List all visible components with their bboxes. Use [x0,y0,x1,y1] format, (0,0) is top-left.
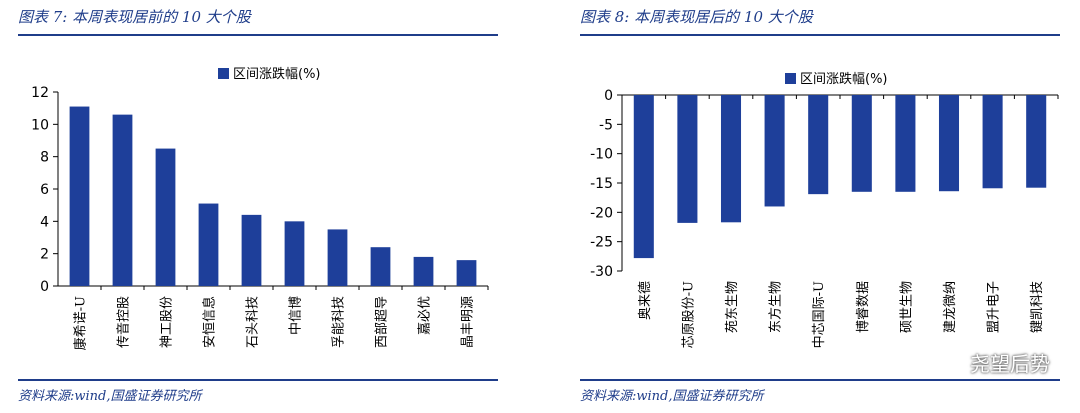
right-category-label: 键凯科技 [1030,281,1045,333]
right-y-tick-label: -25 [590,235,613,251]
right-category-label: 东方生物 [768,281,784,333]
left-bar [370,247,391,286]
left-source-rule [18,379,498,381]
left-category-label: 神工股份 [160,296,175,348]
right-category-label: 硕世生物 [899,281,914,333]
right-legend-label: 区间涨跌幅(%) [800,71,888,87]
right-category-label: 建龙微纳 [943,281,958,333]
right-bar [764,95,785,207]
right-bar [938,95,960,192]
right-y-tick-label: 0 [604,88,613,104]
left-category-label: 中信博 [289,296,304,335]
left-category-label: 石头科技 [246,296,261,348]
left-category-label: 康希诺-U [73,296,89,350]
left-bar [155,148,176,286]
left-bar [241,214,262,286]
right-source-note: 资料来源:wind,国盛证券研究所 [580,389,764,404]
right-legend: 区间涨跌幅(%) [785,71,888,87]
right-y-tick-label: -30 [590,264,613,280]
left-title-rule [18,34,498,36]
right-category-label: 盟升电子 [987,281,1002,333]
left-y-tick-label: 10 [31,117,49,133]
right-bar [720,95,742,223]
right-bar [982,95,1003,189]
left-category-label: 传音控股 [116,296,132,348]
right-y-tick-label: -5 [599,117,613,133]
left-figure-title: 图表 7: 本周表现居前的 10 大个股 [18,8,251,26]
left-category-label: 安恒信息 [202,296,218,348]
right-bar [851,95,872,192]
left-bar [456,260,477,286]
right-bar [633,95,654,259]
left-y-tick-label: 2 [40,247,49,263]
watermark-logo: 尧望后势 [970,352,1050,376]
left-category-label: 西部超导 [375,296,390,348]
right-legend-swatch [785,73,796,84]
left-y-tick-label: 8 [40,150,49,166]
right-bar [808,95,829,195]
right-category-label: 奥来德 [638,281,653,320]
right-category-label: 中芯国际-U [812,281,827,348]
right-source-rule [580,379,1060,381]
right-category-label: 芯原股份-U [681,281,696,348]
left-bar [284,221,305,286]
left-source-note: 资料来源:wind,国盛证券研究所 [18,389,202,404]
left-y-tick-label: 6 [40,182,49,198]
right-figure-title: 图表 8: 本周表现居后的 10 大个股 [580,8,813,26]
left-bar [69,106,90,286]
left-legend-swatch [218,68,229,79]
right-bar [1026,95,1047,188]
left-category-label: 晶丰明源 [461,296,476,348]
right-y-tick-label: -10 [590,147,613,163]
right-y-tick-label: -20 [590,205,613,221]
right-bar [677,95,698,223]
left-y-tick-label: 12 [31,85,49,101]
right-bar-chart: 区间涨跌幅(%) 0 -5 -10 -15 -20 -25 -30 奥来德 芯原股份-U 苑东生物 东… [590,71,1059,348]
left-legend: 区间涨跌幅(%) [218,66,321,82]
right-figure: 图表 8: 本周表现居后的 10 大个股 区间涨跌幅(%) 0 -5 -10 -15 -2… [580,0,1080,413]
left-bar [198,203,219,286]
left-bar [327,229,348,286]
left-y-tick-label: 4 [40,214,49,230]
right-bar [895,95,916,192]
left-figure: 图表 7: 本周表现居前的 10 大个股 区间涨跌幅(%) 0 2 4 6 8 10 12 康希… [18,0,518,413]
left-category-label: 孚能科技 [332,296,347,348]
right-y-tick-label: -15 [590,176,613,192]
right-category-label: 苑东生物 [725,281,740,333]
right-title-rule [580,34,1060,36]
left-y-tick-label: 0 [40,279,49,295]
left-bar-chart: 区间涨跌幅(%) 0 2 4 6 8 10 12 康希诺-U 传音控股 神工股份 安恒信息 石头科技 中信… [31,66,489,350]
left-legend-label: 区间涨跌幅(%) [233,66,321,82]
left-bar [112,114,133,286]
left-category-label: 嘉必优 [418,296,433,335]
right-category-label: 博睿数据 [856,281,871,333]
left-bar [413,256,434,286]
